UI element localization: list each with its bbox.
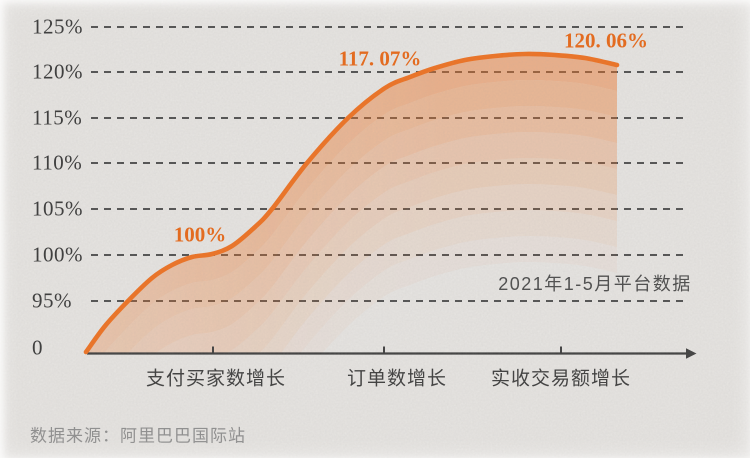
category-label-transactions: 实收交易额增长 xyxy=(490,368,632,390)
y-tick-100: 100% xyxy=(32,242,83,267)
value-label-100: 100% xyxy=(173,222,227,247)
y-tick-125: 125% xyxy=(32,14,83,39)
y-tick-0: 0 xyxy=(32,335,43,360)
y-tick-105: 105% xyxy=(32,196,83,221)
value-label-120-06: 120. 06% xyxy=(564,28,648,53)
y-tick-95: 95% xyxy=(32,288,72,313)
y-tick-110: 110% xyxy=(32,150,83,175)
axis-arrow-icon xyxy=(686,348,697,359)
category-label-paid-buyers: 支付买家数增长 xyxy=(145,368,287,390)
y-tick-115: 115% xyxy=(32,105,83,130)
value-label-117-07: 117. 07% xyxy=(338,46,422,71)
data-source-caption: 数据来源：阿里巴巴国际站 xyxy=(30,426,246,446)
category-label-orders: 订单数增长 xyxy=(346,368,448,390)
annotation-period: 2021年1-5月平台数据 xyxy=(498,274,692,294)
y-tick-120: 120% xyxy=(32,59,83,84)
